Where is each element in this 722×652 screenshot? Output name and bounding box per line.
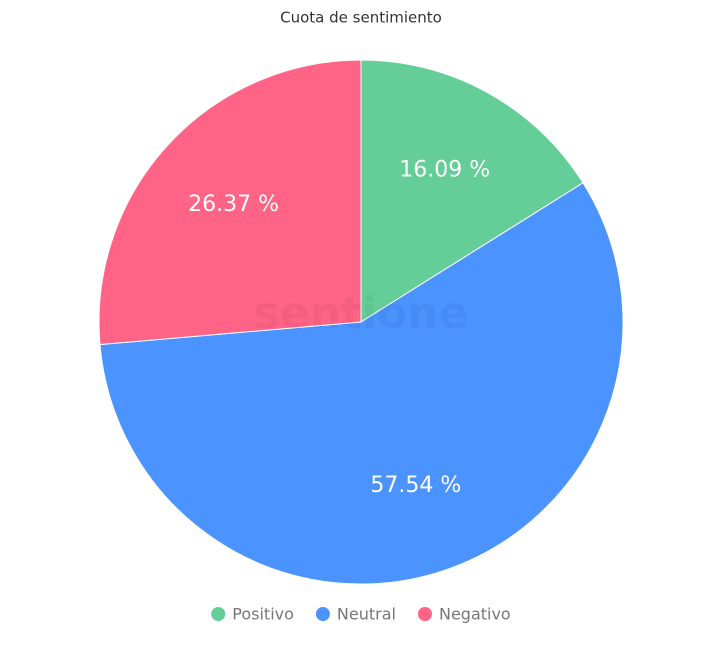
legend-marker bbox=[417, 607, 432, 621]
slice-label: 16.09 % bbox=[399, 158, 490, 183]
pie-slice bbox=[360, 59, 584, 323]
pie-slice bbox=[99, 182, 624, 585]
legend-label: Positivo bbox=[232, 605, 294, 624]
watermark: sentione bbox=[254, 288, 469, 339]
slice-label: 26.37 % bbox=[188, 192, 279, 217]
legend-label: Neutral bbox=[337, 605, 396, 624]
legend: Positivo Neutral Negativo bbox=[211, 605, 511, 624]
chart-title: Cuota de sentimiento bbox=[280, 9, 442, 27]
legend-marker bbox=[211, 607, 226, 621]
legend-label: Negativo bbox=[439, 605, 511, 624]
slice-label: 57.54 % bbox=[370, 473, 461, 498]
legend-marker bbox=[315, 607, 330, 621]
pie-slice bbox=[98, 59, 362, 346]
